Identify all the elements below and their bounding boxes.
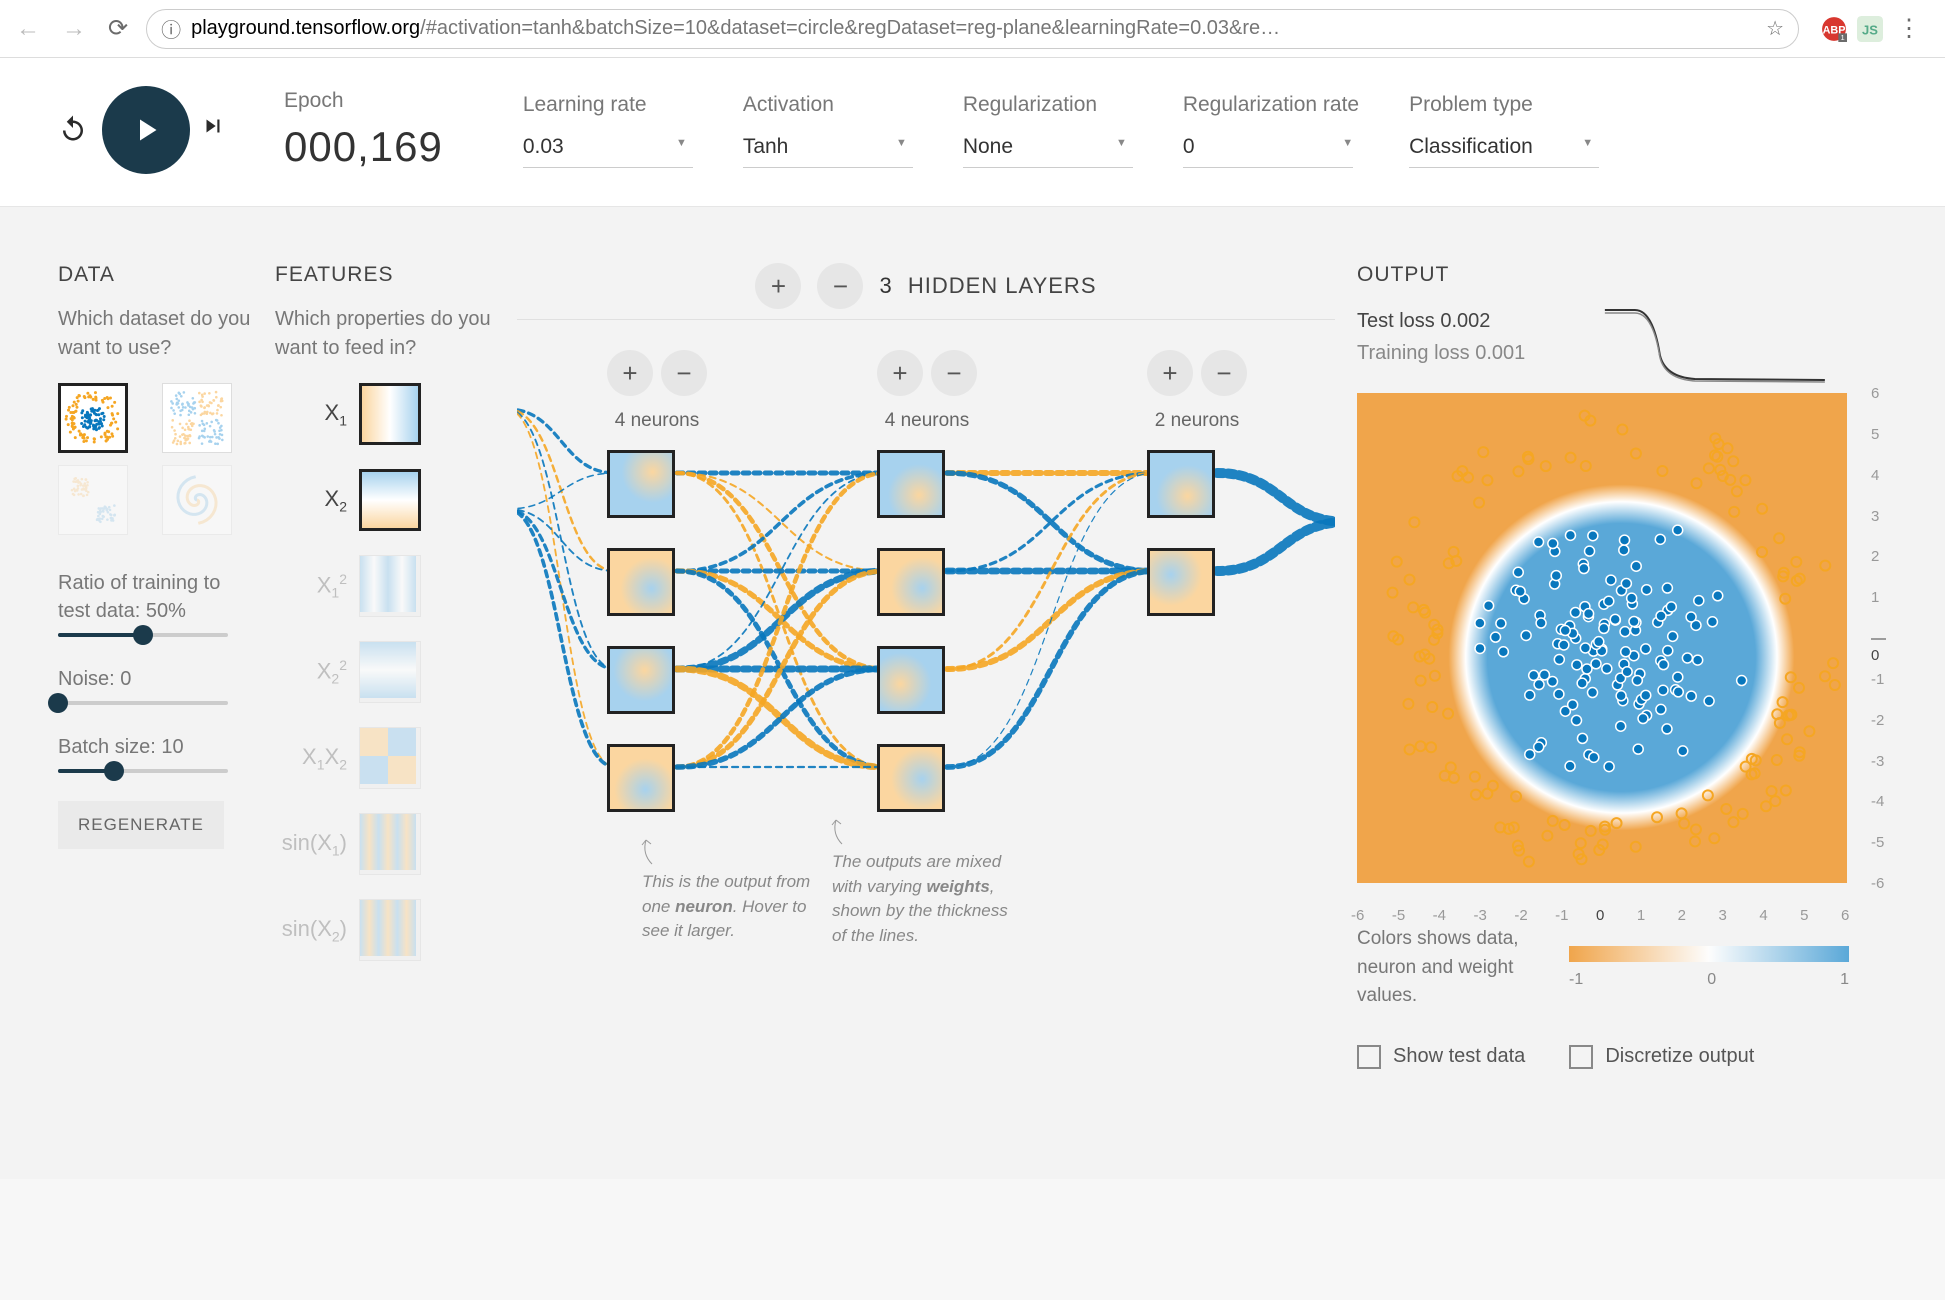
output-heatmap[interactable]: 654321— 0-1-2-3-4-5-6 -6-5-4-3-2-1012345… bbox=[1357, 393, 1847, 883]
feature-thumb[interactable] bbox=[359, 469, 421, 531]
feature-label: X12 bbox=[275, 571, 347, 601]
feature-thumb[interactable] bbox=[359, 555, 421, 617]
neuron[interactable] bbox=[1147, 450, 1215, 518]
neuron-count: 4 neurons bbox=[877, 410, 977, 432]
noise-slider-group: Noise: 0 bbox=[58, 665, 253, 705]
epoch-display: Epoch 000,169 bbox=[284, 89, 443, 171]
regenerate-button[interactable]: REGENERATE bbox=[58, 801, 224, 849]
batch-slider-group: Batch size: 10 bbox=[58, 733, 253, 773]
neuron[interactable] bbox=[607, 646, 675, 714]
abp-icon[interactable]: ABP1 bbox=[1821, 16, 1847, 42]
remove-layer-button[interactable]: − bbox=[817, 263, 863, 309]
output-panel: OUTPUT Test loss 0.002 Training loss 0.0… bbox=[1357, 263, 1887, 1139]
extensions: ABP1 JS ⋮ bbox=[1813, 10, 1933, 47]
remove-neuron-button[interactable]: − bbox=[931, 350, 977, 396]
feature-thumb[interactable] bbox=[359, 727, 421, 789]
add-layer-button[interactable]: + bbox=[755, 263, 801, 309]
neuron[interactable] bbox=[877, 646, 945, 714]
features-title: FEATURES bbox=[275, 263, 495, 287]
loss-text: Test loss 0.002 Training loss 0.001 bbox=[1357, 305, 1525, 369]
activation-select[interactable]: Tanh bbox=[743, 127, 913, 168]
discretize-checkbox[interactable]: Discretize output bbox=[1569, 1045, 1754, 1069]
callout-neuron: This is the output from one neuron. Hove… bbox=[642, 870, 832, 944]
add-neuron-button[interactable]: + bbox=[607, 350, 653, 396]
dataset-spiral[interactable] bbox=[162, 465, 232, 535]
features-panel: FEATURES Which properties do you want to… bbox=[275, 263, 495, 1139]
play-button[interactable] bbox=[102, 86, 190, 174]
ratio-slider-group: Ratio of training to test data: 50% bbox=[58, 569, 253, 637]
dataset-xor[interactable] bbox=[162, 383, 232, 453]
svg-text:JS: JS bbox=[1862, 22, 1878, 37]
loss-chart bbox=[1543, 305, 1887, 385]
feature-label: sin(X1) bbox=[275, 830, 347, 858]
regularization-rate-select[interactable]: 0 bbox=[1183, 127, 1353, 168]
add-neuron-button[interactable]: + bbox=[877, 350, 923, 396]
neuron[interactable] bbox=[1147, 548, 1215, 616]
batch-slider[interactable] bbox=[58, 769, 228, 773]
colormap-legend: Colors shows data, neuron and weight val… bbox=[1357, 925, 1887, 1011]
neuron[interactable] bbox=[607, 744, 675, 812]
feature-label: X1X2 bbox=[275, 744, 347, 772]
network-panel: + − 3 HIDDEN LAYERS +−4 neurons+−4 neuro… bbox=[517, 263, 1335, 1139]
star-icon[interactable]: ☆ bbox=[1766, 16, 1784, 41]
url-text: playground.tensorflow.org/#activation=ta… bbox=[191, 17, 1756, 40]
browser-chrome: ← → ⟳ ⓘ playground.tensorflow.org/#activ… bbox=[0, 0, 1945, 58]
neuron-count: 4 neurons bbox=[607, 410, 707, 432]
reset-button[interactable] bbox=[58, 113, 92, 147]
remove-neuron-button[interactable]: − bbox=[661, 350, 707, 396]
js-icon[interactable]: JS bbox=[1857, 16, 1883, 42]
neuron-count: 2 neurons bbox=[1147, 410, 1247, 432]
show-test-checkbox[interactable]: Show test data bbox=[1357, 1045, 1525, 1069]
feature-thumb[interactable] bbox=[359, 641, 421, 703]
add-neuron-button[interactable]: + bbox=[1147, 350, 1193, 396]
neuron[interactable] bbox=[877, 450, 945, 518]
network-body: +−4 neurons+−4 neurons+−2 neurons This i… bbox=[517, 319, 1335, 1139]
callout-weights: The outputs are mixed with varying weigh… bbox=[832, 850, 1022, 949]
back-button[interactable]: ← bbox=[12, 11, 44, 47]
problem-type-select[interactable]: Classification bbox=[1409, 127, 1599, 168]
dataset-gauss[interactable] bbox=[58, 465, 128, 535]
feature-thumb[interactable] bbox=[359, 383, 421, 445]
epoch-value: 000,169 bbox=[284, 123, 443, 171]
regularization-select[interactable]: None bbox=[963, 127, 1133, 168]
neuron[interactable] bbox=[607, 548, 675, 616]
url-bar[interactable]: ⓘ playground.tensorflow.org/#activation=… bbox=[146, 9, 1799, 49]
feature-label: X22 bbox=[275, 657, 347, 687]
feature-label: X1 bbox=[275, 400, 347, 428]
info-icon: ⓘ bbox=[161, 14, 181, 43]
data-title: DATA bbox=[58, 263, 253, 287]
output-title: OUTPUT bbox=[1357, 263, 1887, 287]
neuron[interactable] bbox=[877, 744, 945, 812]
remove-neuron-button[interactable]: − bbox=[1201, 350, 1247, 396]
step-button[interactable] bbox=[200, 113, 234, 147]
ratio-slider[interactable] bbox=[58, 633, 228, 637]
main-area: DATA Which dataset do you want to use? R… bbox=[0, 207, 1945, 1179]
top-controls: Epoch 000,169 Learning rate 0.03 Activat… bbox=[0, 58, 1945, 207]
feature-label: X2 bbox=[275, 486, 347, 514]
dataset-circle[interactable] bbox=[58, 383, 128, 453]
neuron[interactable] bbox=[607, 450, 675, 518]
data-panel: DATA Which dataset do you want to use? R… bbox=[58, 263, 253, 1139]
feature-thumb[interactable] bbox=[359, 899, 421, 961]
neuron[interactable] bbox=[877, 548, 945, 616]
feature-label: sin(X2) bbox=[275, 916, 347, 944]
layers-header: + − 3 HIDDEN LAYERS bbox=[517, 263, 1335, 309]
forward-button[interactable]: → bbox=[58, 11, 90, 47]
playback-controls bbox=[58, 86, 234, 174]
dataset-grid bbox=[58, 383, 253, 535]
learning-rate-select[interactable]: 0.03 bbox=[523, 127, 693, 168]
layers-title: 3 HIDDEN LAYERS bbox=[879, 273, 1096, 299]
svg-text:1: 1 bbox=[1841, 32, 1845, 41]
menu-icon[interactable]: ⋮ bbox=[1893, 10, 1925, 47]
reload-button[interactable]: ⟳ bbox=[104, 10, 132, 47]
noise-slider[interactable] bbox=[58, 701, 228, 705]
feature-thumb[interactable] bbox=[359, 813, 421, 875]
